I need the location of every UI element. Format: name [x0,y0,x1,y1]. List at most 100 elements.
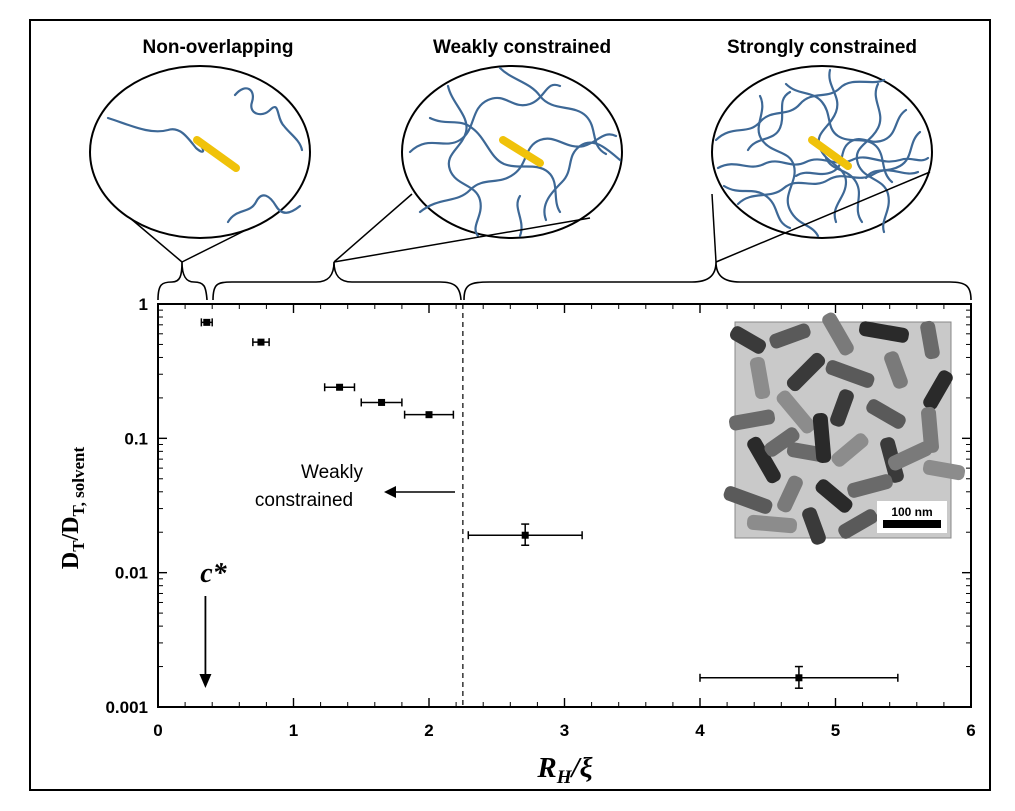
cstar-label: c* [200,558,227,589]
polymer-chain [855,82,890,234]
x-tick-label: 0 [153,721,162,740]
polymer-chain [794,108,908,178]
data-point-1 [200,318,213,327]
scale-bar-label: 100 nm [891,505,932,519]
weakly-constrained-annotation: Weakly constrained [255,462,455,511]
polymer-chain [824,156,864,224]
polymer-chain [106,116,205,153]
tem-nanorod [729,326,767,354]
y-tick-label: 1 [139,295,148,314]
x-axis-title: RH/ξ [536,752,592,788]
data-point-5 [403,410,455,419]
x-tick-label: 1 [289,721,298,740]
tem-nanorod [847,474,893,498]
polymer-chain [746,90,792,152]
tem-nanorod [923,370,953,410]
annotation-weakly-line2: constrained [255,490,353,511]
x-tick-label: 3 [560,721,569,740]
regime-braces [157,261,972,301]
polymer-chain [722,184,792,230]
schematic-non-overlapping [89,65,311,239]
panel-title-non-overlapping: Non-overlapping [143,37,294,58]
polymer-chains [714,68,930,238]
tem-nanorod [802,507,826,545]
schematic-strongly-constrained [711,65,933,239]
y-tick-label: 0.001 [105,698,148,717]
y-axis-title: DT/DT, solvent [58,447,88,570]
data-point-3 [323,383,356,392]
data-marker [378,398,386,406]
tem-nanorod [922,459,966,481]
nanorod [808,136,852,170]
tem-nanorod [769,323,811,349]
ellipse-weakly-constrained [401,65,623,239]
data-marker [521,531,529,539]
polymer-chain [446,84,482,238]
tem-nanorod [866,399,906,429]
y-axis: 0.001 0.01 0.1 1 [105,295,971,717]
x-tick-label: 6 [966,721,975,740]
x-tick-label: 2 [424,721,433,740]
data-point-7 [699,665,899,689]
panel-title-strongly-constrained: Strongly constrained [727,37,917,58]
tem-nanorod [831,433,869,467]
tem-nanorod [764,427,800,457]
tem-nanorod [838,509,878,539]
y-tick-label: 0.1 [124,429,148,448]
polymer-chain [516,194,523,238]
data-marker [795,674,803,682]
tem-nanorod [822,312,854,356]
tem-nanorod [728,409,776,431]
polymer-chain [864,130,922,180]
tem-nanorod [887,441,933,471]
tem-nanorod [786,352,826,392]
tem-nanorod [884,351,908,389]
nanorod [499,136,544,167]
tem-nanorod [812,412,832,464]
annotation-weakly-line1: Weakly [301,462,363,483]
cstar-annotation: c* [199,558,228,688]
data-marker [257,338,265,346]
polymer-chain [428,116,562,214]
y-tick-label: 0.01 [115,564,148,583]
tem-nanorod [859,321,909,343]
polymer-chain [757,94,820,238]
polymer-chain [226,194,302,224]
tem-nanorod [920,320,940,360]
tem-nanorod [777,475,803,513]
polymer-chain [784,82,894,184]
polymer-chain [714,78,886,142]
tem-nanorod [747,436,781,484]
data-point-2 [252,338,270,347]
tem-nanorod [723,486,773,514]
panel-title-weakly-constrained: Weakly constrained [433,37,611,58]
polymer-chain [233,87,304,152]
annotation-arrow-head [384,486,396,498]
polymer-chain [543,141,622,222]
polymer-chains [106,87,304,224]
tem-nanorod [830,389,854,427]
x-tick-label: 5 [831,721,840,740]
polymer-chain [498,66,608,156]
data-point-6 [467,523,583,546]
x-axis: 0 1 2 3 4 5 6 [153,304,976,740]
tem-nanorod [776,390,816,434]
schematic-weakly-constrained [401,65,623,239]
cstar-arrow-head [199,674,212,688]
data-marker [425,411,433,419]
callout-lines [129,171,931,263]
tem-nanorod [825,360,875,388]
tem-inset-image: 100 nm [723,312,966,545]
nanorod [193,136,240,172]
data-marker [203,318,211,326]
data-point-4 [360,398,403,407]
scale-bar [883,520,941,528]
data-points [200,318,899,689]
x-tick-label: 4 [695,721,705,740]
tem-nanorod [749,356,771,400]
data-marker [336,383,344,391]
tem-nanorods [723,312,966,545]
tem-nanorod [746,514,798,534]
